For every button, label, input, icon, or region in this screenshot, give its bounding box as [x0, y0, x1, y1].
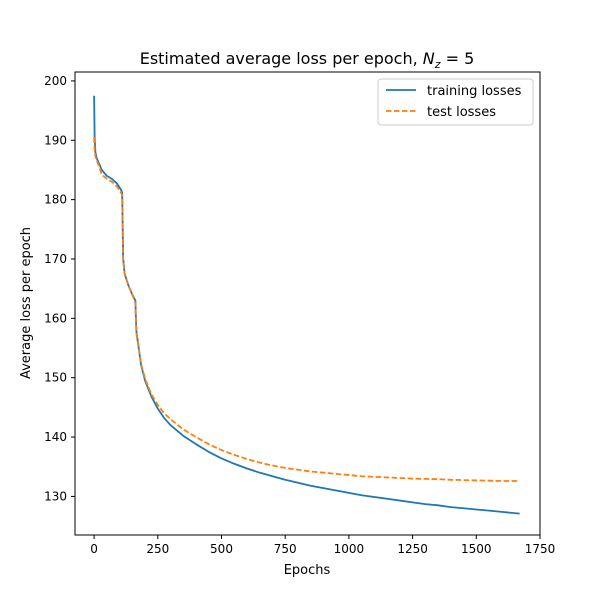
y-tick-label: 190 — [44, 133, 67, 147]
chart-title-text: Estimated average loss per epoch, — [140, 49, 423, 68]
chart-title-sub: z — [434, 58, 441, 71]
x-tick-label: 1500 — [461, 542, 492, 556]
chart-title-var: N — [423, 49, 435, 68]
x-tick-label: 1250 — [397, 542, 428, 556]
x-tick-label: 1000 — [334, 542, 365, 556]
plot-frame — [74, 71, 541, 536]
x-tick-label: 250 — [146, 542, 169, 556]
y-tick-label: 150 — [44, 371, 67, 385]
y-tick-label: 160 — [44, 311, 67, 325]
x-tick-label: 750 — [274, 542, 297, 556]
x-axis-label: Epochs — [284, 563, 331, 578]
plot-layer — [93, 95, 520, 515]
chart-title: Estimated average loss per epoch, Nz = 5 — [140, 49, 475, 71]
legend: training losses test losses — [377, 78, 534, 126]
series-line-test-losses — [93, 137, 520, 482]
y-tick-label: 200 — [44, 74, 67, 88]
y-tick-label: 180 — [44, 193, 67, 207]
x-tick-label: 1750 — [525, 542, 556, 556]
x-tick-label: 0 — [90, 542, 98, 556]
legend-label-test: test losses — [427, 105, 496, 120]
y-axis-label: Average loss per epoch — [19, 227, 34, 379]
series-line-training-losses — [93, 95, 520, 515]
y-tick-label: 140 — [44, 430, 67, 444]
x-tick-label: 500 — [210, 542, 233, 556]
ticks-layer: 0 250 500 750 1000 1250 1500 1750 130 140 150 160 17… — [44, 74, 555, 556]
legend-box — [377, 78, 534, 126]
legend-label-training: training losses — [427, 84, 522, 99]
y-tick-label: 170 — [44, 252, 67, 266]
chart-title-rest: = 5 — [441, 49, 475, 68]
y-tick-label: 130 — [44, 489, 67, 503]
